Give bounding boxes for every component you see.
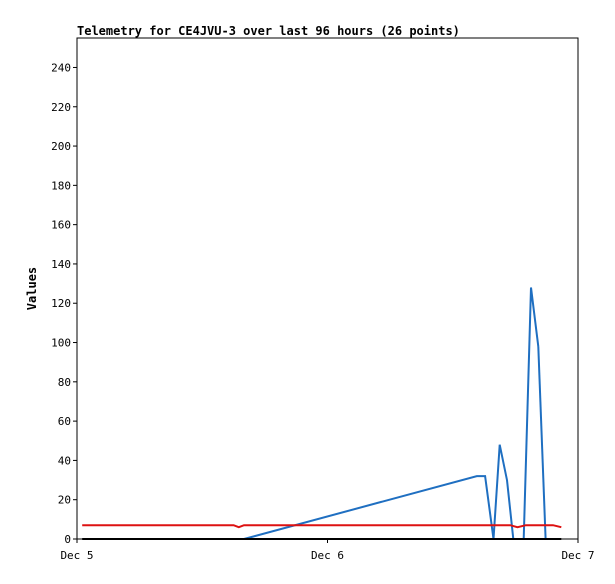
chart-title: Telemetry for CE4JVU-3 over last 96 hour…	[77, 24, 460, 38]
y-axis-label: Values	[25, 267, 39, 310]
series-line-2	[82, 524, 562, 529]
y-tick-label: 40	[58, 454, 71, 467]
x-tick-label: Dec 6	[311, 549, 344, 562]
y-tick-label: 120	[51, 297, 71, 310]
series-line-0	[243, 287, 540, 540]
y-axis-ticks: 0 20 40 60 80 100 120 140 160 180 200 220 240	[51, 61, 77, 546]
y-tick-label: 80	[58, 376, 71, 389]
x-axis-ticks: Dec 5 Dec 6 Dec 7	[60, 539, 595, 562]
y-tick-label: 160	[51, 219, 71, 232]
y-tick-label: 200	[51, 140, 71, 153]
y-tick-label: 0	[64, 533, 71, 546]
y-tick-label: 220	[51, 101, 71, 114]
y-tick-label: 140	[51, 258, 71, 271]
y-tick-label: 180	[51, 179, 71, 192]
series-line-1	[537, 346, 547, 540]
y-tick-label: 240	[51, 61, 71, 74]
x-tick-label: Dec 5	[60, 549, 93, 562]
y-tick-label: 100	[51, 337, 71, 350]
y-tick-label: 60	[58, 415, 71, 428]
y-tick-label: 20	[58, 494, 71, 507]
x-tick-label: Dec 7	[561, 549, 594, 562]
series-group	[82, 287, 562, 540]
